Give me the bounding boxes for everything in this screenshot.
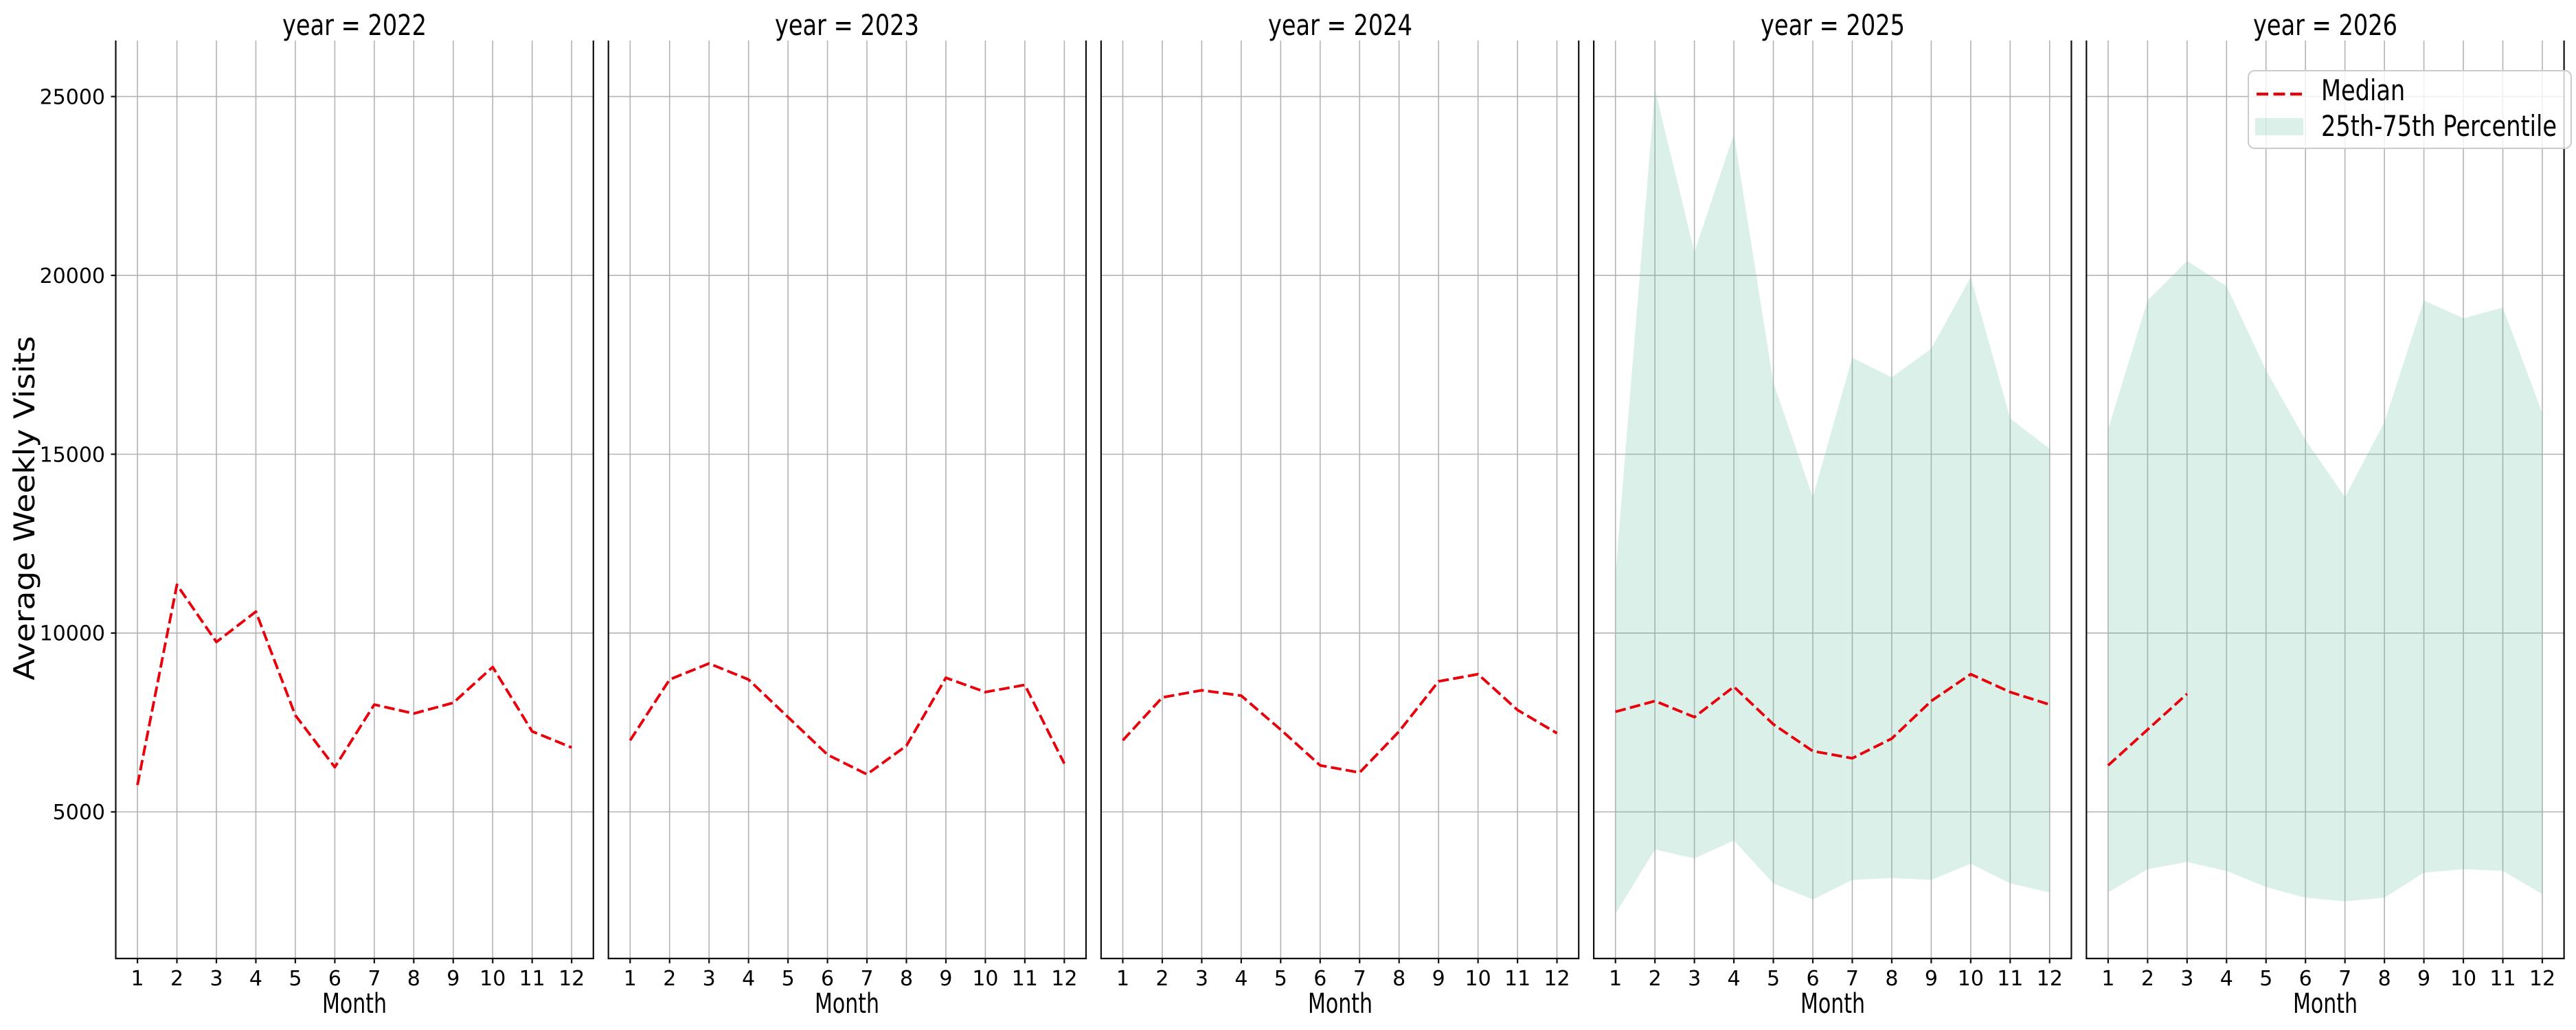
x-tick-label: 10 bbox=[1958, 967, 1984, 991]
x-tick-label: 6 bbox=[328, 967, 341, 991]
x-tick-label: 7 bbox=[1353, 967, 1366, 991]
x-tick-label: 2 bbox=[1155, 967, 1168, 991]
x-tick-label: 5 bbox=[1767, 967, 1780, 991]
x-tick-label: 3 bbox=[703, 967, 716, 991]
x-tick-label: 7 bbox=[861, 967, 874, 991]
x-tick-label: 4 bbox=[249, 967, 262, 991]
legend: Median 25th-75th Percentile bbox=[2248, 70, 2572, 149]
percentile-band bbox=[1615, 89, 2050, 914]
x-tick-label: 1 bbox=[131, 967, 144, 991]
x-tick-label: 11 bbox=[2489, 967, 2516, 991]
x-tick-label: 7 bbox=[2338, 967, 2351, 991]
y-tick-label: 5000 bbox=[53, 801, 105, 825]
x-tick-label: 8 bbox=[2378, 967, 2391, 991]
x-tick-label: 11 bbox=[1504, 967, 1530, 991]
x-tick-label: 6 bbox=[1313, 967, 1326, 991]
y-tick-label: 15000 bbox=[40, 443, 105, 467]
x-tick-label: 3 bbox=[2180, 967, 2193, 991]
x-axis-label-2023: Month bbox=[815, 988, 880, 1020]
x-tick-label: 6 bbox=[2299, 967, 2312, 991]
legend-percentile-patch-icon bbox=[2255, 118, 2303, 135]
x-axis-label-2024: Month bbox=[1307, 988, 1372, 1020]
x-tick-label: 5 bbox=[2259, 967, 2272, 991]
x-tick-label: 10 bbox=[479, 967, 506, 991]
x-tick-label: 10 bbox=[972, 967, 998, 991]
x-tick-label: 12 bbox=[558, 967, 585, 991]
x-axis-label-2022: Month bbox=[322, 988, 387, 1020]
x-tick-label: 6 bbox=[821, 967, 834, 991]
median-line bbox=[629, 662, 1066, 776]
x-tick-label: 1 bbox=[1609, 967, 1622, 991]
x-tick-label: 4 bbox=[742, 967, 755, 991]
y-tick-label: 25000 bbox=[40, 85, 105, 109]
median-line bbox=[136, 583, 572, 786]
x-tick-label: 2 bbox=[2141, 967, 2154, 991]
legend-median-line-icon bbox=[2257, 92, 2305, 95]
x-tick-label: 7 bbox=[1846, 967, 1859, 991]
percentile-band bbox=[2108, 261, 2542, 902]
y-axis-label: Average Weekly Visits bbox=[8, 336, 41, 680]
x-tick-label: 10 bbox=[1465, 967, 1491, 991]
x-tick-label: 3 bbox=[1195, 967, 1208, 991]
x-tick-label: 8 bbox=[1392, 967, 1405, 991]
x-tick-label: 8 bbox=[1885, 967, 1898, 991]
x-tick-label: 12 bbox=[1051, 967, 1077, 991]
x-tick-label: 6 bbox=[1806, 967, 1819, 991]
x-tick-label: 4 bbox=[2220, 967, 2233, 991]
x-axis-label-2025: Month bbox=[1800, 988, 1865, 1020]
legend-label-median: Median bbox=[2320, 73, 2405, 107]
y-tick-label: 10000 bbox=[40, 622, 105, 646]
panel-title-2025: year = 2025 bbox=[1760, 8, 1905, 42]
x-tick-label: 9 bbox=[2417, 967, 2430, 991]
x-tick-label: 12 bbox=[2037, 967, 2063, 991]
x-tick-label: 3 bbox=[1688, 967, 1701, 991]
x-tick-label: 7 bbox=[368, 967, 381, 991]
x-tick-label: 2 bbox=[1649, 967, 1662, 991]
x-axis-label-2026: Month bbox=[2292, 988, 2358, 1020]
x-tick-label: 4 bbox=[1234, 967, 1247, 991]
x-tick-label: 2 bbox=[170, 967, 183, 991]
x-tick-label: 8 bbox=[407, 967, 420, 991]
median-line bbox=[2107, 693, 2189, 767]
legend-label-percentile: 25th-75th Percentile bbox=[2320, 108, 2557, 143]
x-tick-label: 5 bbox=[289, 967, 302, 991]
median-line bbox=[1122, 672, 1558, 775]
x-tick-label: 9 bbox=[447, 967, 460, 991]
x-tick-label: 11 bbox=[519, 967, 545, 991]
x-tick-label: 4 bbox=[1728, 967, 1741, 991]
panel-title-2022: year = 2022 bbox=[282, 8, 427, 42]
x-tick-label: 5 bbox=[1274, 967, 1287, 991]
x-tick-label: 1 bbox=[1116, 967, 1129, 991]
x-tick-label: 1 bbox=[624, 967, 637, 991]
x-tick-label: 8 bbox=[900, 967, 913, 991]
x-tick-label: 3 bbox=[210, 967, 223, 991]
x-tick-label: 9 bbox=[1925, 967, 1938, 991]
panel-title-2026: year = 2026 bbox=[2252, 8, 2397, 42]
panel-title-2024: year = 2024 bbox=[1267, 8, 1412, 42]
median-line bbox=[1615, 672, 2050, 760]
x-tick-label: 5 bbox=[782, 967, 795, 991]
x-tick-label: 12 bbox=[2529, 967, 2555, 991]
x-tick-label: 12 bbox=[1544, 967, 1570, 991]
x-tick-label: 11 bbox=[1997, 967, 2023, 991]
x-tick-label: 2 bbox=[663, 967, 676, 991]
y-tick-label: 20000 bbox=[40, 264, 105, 288]
panel-title-2023: year = 2023 bbox=[775, 8, 920, 42]
x-tick-label: 9 bbox=[1432, 967, 1445, 991]
x-tick-label: 1 bbox=[2101, 967, 2114, 991]
x-tick-label: 11 bbox=[1012, 967, 1038, 991]
x-tick-label: 9 bbox=[939, 967, 952, 991]
x-tick-label: 10 bbox=[2450, 967, 2476, 991]
